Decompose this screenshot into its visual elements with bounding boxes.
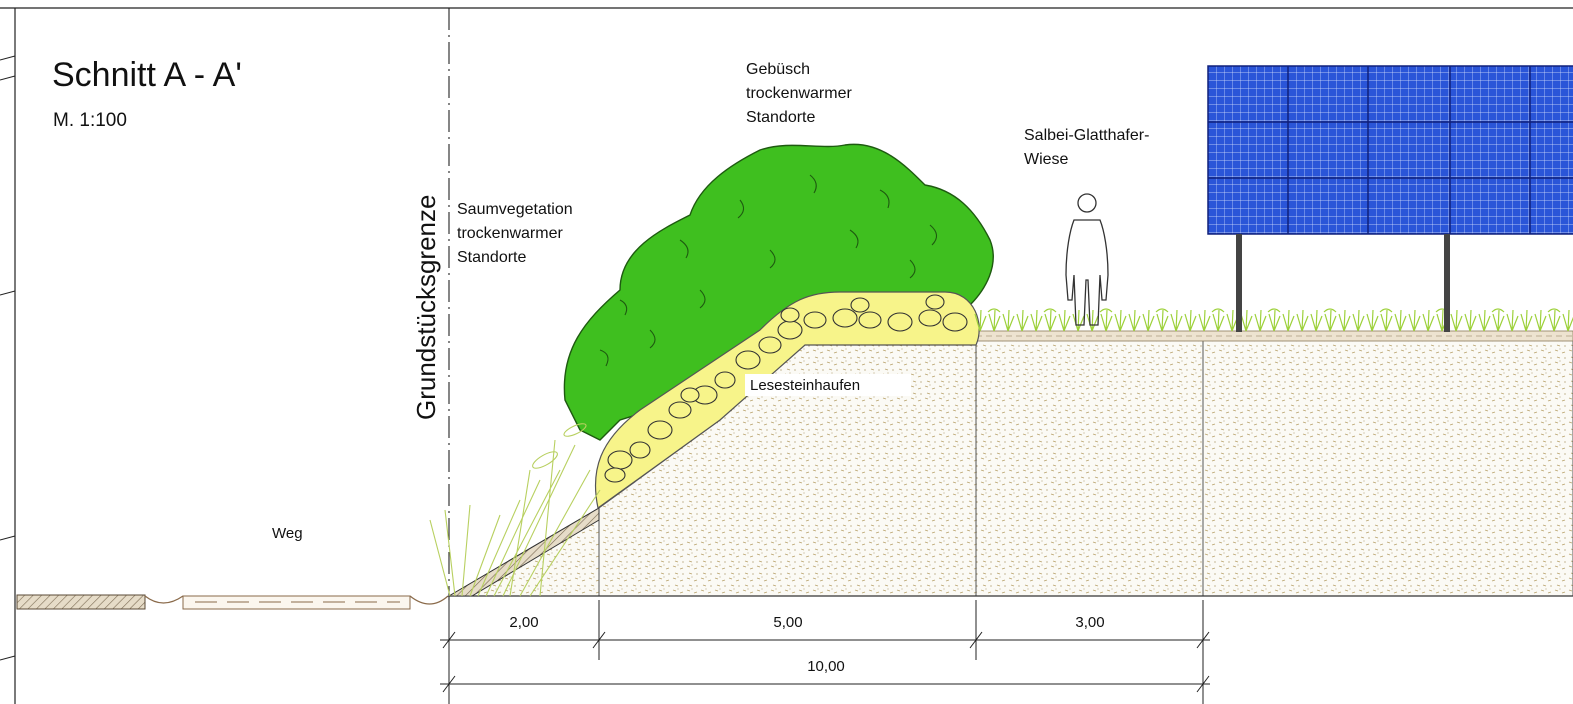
dim-seg3: 3,00 (1075, 614, 1104, 631)
svg-text:Standorte: Standorte (457, 249, 526, 266)
wiese-label: Salbei-Glatthafer- Wiese (1024, 127, 1149, 168)
meadow-plant (1087, 310, 1098, 331)
meadow-plant (1465, 310, 1476, 331)
meadow-plant (1395, 310, 1406, 331)
meadow-plant (1017, 310, 1028, 331)
meadow-plant (989, 310, 1000, 331)
boundary-label: Grundstücksgrenze (411, 195, 441, 420)
dim-seg2: 5,00 (773, 614, 802, 631)
meadow-plant (1451, 310, 1462, 331)
meadow-plant (1297, 310, 1308, 331)
drawing-scale: M. 1:100 (53, 110, 127, 131)
meadow-plant (1059, 310, 1070, 331)
path-section (17, 595, 448, 609)
meadow-plant (1521, 310, 1532, 331)
meadow-plants (975, 309, 1573, 331)
gebuesch-label: Gebüsch trockenwarmer Standorte (746, 61, 852, 126)
meadow-plant (1115, 310, 1126, 331)
meadow-plant (1031, 310, 1042, 331)
meadow-plant (1493, 310, 1504, 331)
meadow-flower (1212, 309, 1224, 312)
saum-label: Saumvegetation trockenwarmer Standorte (457, 201, 573, 266)
meadow-flower (1268, 309, 1280, 312)
meadow-flower (1548, 309, 1560, 312)
svg-text:Standorte: Standorte (746, 109, 815, 126)
meadow-plant (1563, 310, 1573, 331)
meadow-plant (1325, 310, 1336, 331)
meadow-plant (1213, 310, 1224, 331)
meadow-flower (1380, 309, 1392, 312)
meadow-flower (1044, 309, 1056, 312)
meadow-plant (1045, 310, 1056, 331)
meadow-plant (1507, 310, 1518, 331)
meadow-plant (1073, 310, 1084, 331)
meadow-plant (1003, 310, 1014, 331)
svg-text:Wiese: Wiese (1024, 151, 1069, 168)
drawing-title: Schnitt A - A' (52, 56, 242, 94)
meadow-plant (1311, 310, 1322, 331)
meadow-flower (988, 309, 1000, 312)
meadow-plant (1185, 310, 1196, 331)
meadow-plant (1199, 310, 1210, 331)
solar-panel-array (1208, 66, 1573, 332)
dim-total: 10,00 (807, 658, 845, 675)
meadow-plant (1409, 310, 1420, 331)
lesestein-label: Lesesteinhaufen (750, 377, 860, 394)
meadow-plant (1283, 310, 1294, 331)
meadow-plant (1535, 310, 1546, 331)
svg-text:Saumvegetation: Saumvegetation (457, 201, 573, 218)
meadow-plant (1171, 310, 1182, 331)
meadow-plant (1381, 310, 1392, 331)
meadow-plant (1241, 310, 1252, 331)
dim-seg1: 2,00 (509, 614, 538, 631)
meadow-flower (1324, 309, 1336, 312)
meadow-plant (1143, 310, 1154, 331)
meadow-plant (1479, 310, 1490, 331)
meadow-plant (1367, 310, 1378, 331)
meadow-plant (1101, 310, 1112, 331)
person-figure (1066, 194, 1108, 325)
meadow-plant (1255, 310, 1266, 331)
meadow-plant (1549, 310, 1560, 331)
meadow-plant (1269, 310, 1280, 331)
topsoil-band (976, 331, 1573, 341)
meadow-plant (1353, 310, 1364, 331)
svg-text:Gebüsch: Gebüsch (746, 61, 810, 78)
meadow-plant (1423, 310, 1434, 331)
meadow-flower (1100, 309, 1112, 312)
svg-text:trockenwarmer: trockenwarmer (457, 225, 563, 242)
weg-label: Weg (272, 525, 303, 542)
meadow-flower (1492, 309, 1504, 312)
svg-text:Salbei-Glatthafer-: Salbei-Glatthafer- (1024, 127, 1149, 144)
meadow-plant (1129, 310, 1140, 331)
meadow-plant (1157, 310, 1168, 331)
meadow-plant (1339, 310, 1350, 331)
svg-text:trockenwarmer: trockenwarmer (746, 85, 852, 102)
meadow-flower (1156, 309, 1168, 312)
